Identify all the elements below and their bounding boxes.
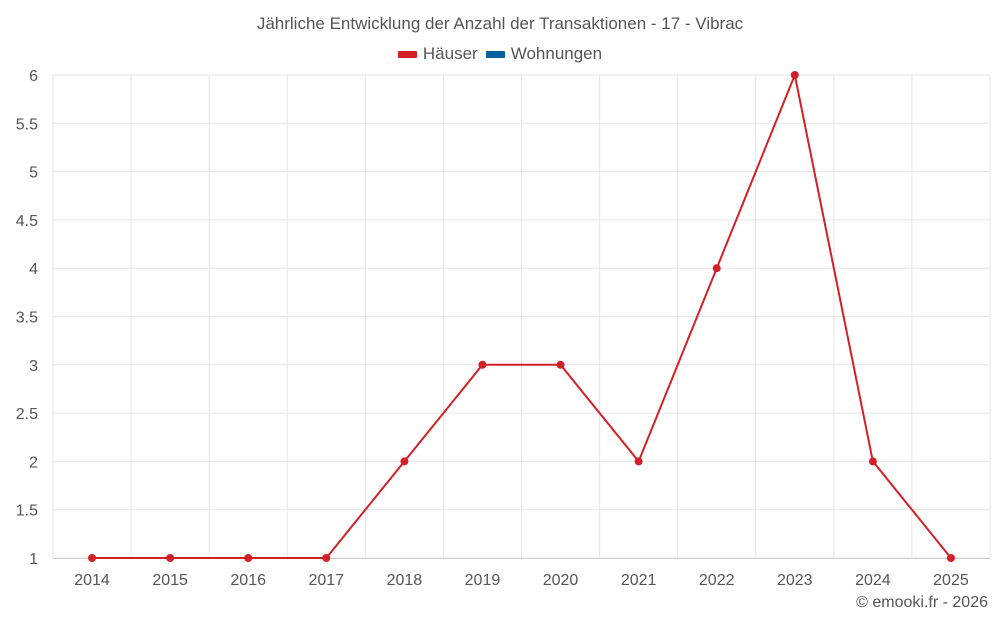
data-point [634,457,643,466]
x-tick-label: 2017 [308,572,344,589]
chart-title: Jährliche Entwicklung der Anzahl der Tra… [256,14,744,33]
x-tick-label: 2016 [230,572,266,589]
data-point [244,554,253,562]
legend-label-wohnungen: Wohnungen [510,44,603,63]
x-tick-label: 2022 [699,572,735,589]
y-tick-label: 6 [29,68,38,85]
y-tick-label: 2 [29,454,38,471]
legend-swatch-haeuser [397,50,417,58]
data-point [166,554,175,562]
y-tick-label: 1 [29,551,38,568]
x-tick-label: 2025 [933,572,969,589]
data-point [868,457,877,466]
y-tick-label: 3.5 [16,310,38,327]
y-tick-label: 5.5 [16,116,38,133]
data-point [400,457,409,466]
legend-item-haeuser[interactable]: Häuser [397,44,478,64]
y-tick-label: 1.5 [16,503,38,520]
data-point [478,360,487,369]
legend-swatch-wohnungen [485,50,505,58]
y-tick-label: 2.5 [16,406,38,423]
data-point [556,360,565,369]
x-tick-label: 2020 [543,572,579,589]
legend-label-haeuser: Häuser [422,44,478,63]
y-tick-label: 4.5 [16,213,38,230]
x-tick-label: 2019 [465,572,501,589]
data-point [946,554,955,562]
credit-text: © emooki.fr - 2026 [856,594,988,611]
x-tick-label: 2024 [855,572,891,589]
x-tick-label: 2015 [152,572,188,589]
y-tick-label: 5 [29,165,38,182]
x-tick-label: 2014 [74,572,110,589]
data-point [712,264,721,273]
data-point [790,71,799,79]
x-tick-label: 2023 [777,572,813,589]
y-tick-label: 3 [29,358,38,375]
chart-legend: Häuser Wohnungen [0,44,1000,64]
y-tick-label: 4 [29,261,38,278]
x-tick-label: 2018 [387,572,423,589]
data-point [88,554,97,562]
series-line-0 [92,74,952,559]
x-tick-label: 2021 [621,572,657,589]
legend-item-wohnungen[interactable]: Wohnungen [485,44,603,64]
data-point [322,554,331,562]
